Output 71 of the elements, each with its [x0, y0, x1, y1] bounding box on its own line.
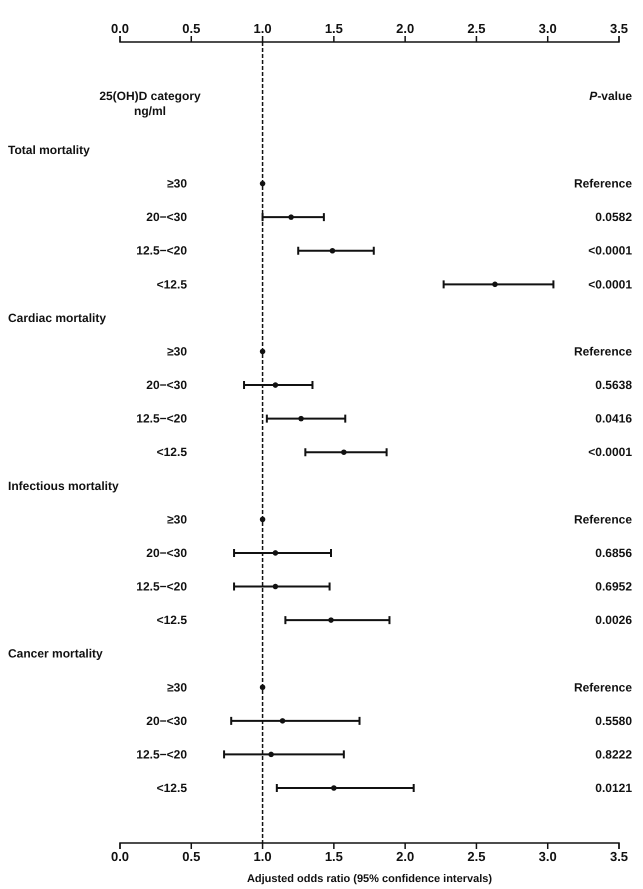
y-tick-label: 12.5−<20 — [136, 580, 188, 594]
y-tick-label: <12.5 — [156, 277, 188, 292]
annotation: 0.0582 — [595, 210, 632, 224]
y-tick-label: ≥30 — [167, 344, 188, 358]
x2-tick-label: 1.5 — [324, 21, 343, 36]
point — [341, 449, 347, 455]
annotation: <0.0001 — [588, 445, 632, 460]
y-tick-label: 20−<30 — [146, 546, 188, 560]
x-tick-label: 3.0 — [538, 849, 557, 864]
y2-axis-title: P-value — [589, 89, 632, 103]
y-tick-label: 20−<30 — [146, 210, 188, 224]
text: Total mortality — [8, 143, 90, 157]
y-tick-label: 20−<30 — [146, 714, 188, 728]
annotation: Reference — [574, 680, 632, 694]
annotation: <0.0001 — [588, 244, 632, 258]
annotation: Reference — [574, 176, 632, 191]
point — [492, 282, 498, 288]
point — [298, 416, 304, 422]
y-tick-label: 12.5−<20 — [136, 747, 188, 762]
point — [272, 550, 278, 556]
point — [260, 180, 266, 186]
x2-tick-label: 2.0 — [396, 21, 414, 36]
annotation: 0.6952 — [595, 580, 632, 594]
annotation: Reference — [574, 344, 632, 358]
text: Infectious mortality — [8, 478, 120, 493]
annotation: 0.6856 — [595, 546, 632, 560]
x-tick-label: 2.5 — [467, 849, 486, 864]
x-tick-label: 0.0 — [110, 849, 130, 864]
point — [330, 248, 336, 254]
point — [331, 785, 337, 791]
x2-tick-label: 0.0 — [110, 21, 130, 36]
point — [268, 752, 274, 758]
y-tick-label: <12.5 — [156, 445, 188, 460]
point — [260, 516, 266, 522]
y-tick-label: 12.5−<20 — [136, 412, 188, 426]
annotation: <0.0001 — [588, 277, 632, 292]
y-tick-label: <12.5 — [156, 781, 188, 795]
y-tick-label: 20−<30 — [146, 378, 188, 392]
y-tick-label: 12.5−<20 — [136, 244, 188, 258]
x-tick-label: 0.5 — [182, 849, 200, 864]
point — [328, 617, 334, 623]
x2-tick-label: 0.5 — [182, 21, 200, 36]
x2-tick-label: 1.0 — [254, 21, 272, 36]
annotation: Reference — [574, 512, 632, 526]
point — [260, 684, 266, 690]
x2-tick-label: 3.5 — [610, 21, 628, 36]
annotation: 0.0416 — [595, 412, 632, 426]
point — [260, 348, 266, 354]
x-tick-label: 1.5 — [324, 849, 343, 864]
text: Cardiac mortality — [8, 310, 106, 325]
x-tick-label: 2.0 — [396, 849, 414, 864]
x-tick-label: 3.5 — [610, 849, 628, 864]
y-axis-title: 25(OH)D category ng/ml — [99, 89, 201, 118]
point — [272, 584, 278, 590]
annotation: 0.0026 — [595, 613, 632, 628]
x-axis-title: Adjusted odds ratio (95% confidence intervals) — [246, 873, 492, 885]
x2-tick-label: 2.5 — [467, 21, 486, 36]
annotation: 0.5580 — [595, 714, 632, 728]
y-tick-label: ≥30 — [167, 680, 188, 694]
y-tick-label: ≥30 — [167, 512, 188, 526]
point — [272, 382, 278, 388]
point — [280, 718, 286, 724]
annotation: 0.8222 — [595, 747, 632, 762]
x-tick-label: 1.0 — [254, 849, 272, 864]
text: Cancer mortality — [8, 646, 104, 661]
y-tick-label: ≥30 — [167, 176, 188, 191]
annotation: 0.5638 — [595, 378, 632, 392]
y-tick-label: <12.5 — [156, 613, 188, 628]
point — [288, 214, 294, 220]
annotation: 0.0121 — [595, 781, 632, 795]
x2-tick-label: 3.0 — [538, 21, 557, 36]
